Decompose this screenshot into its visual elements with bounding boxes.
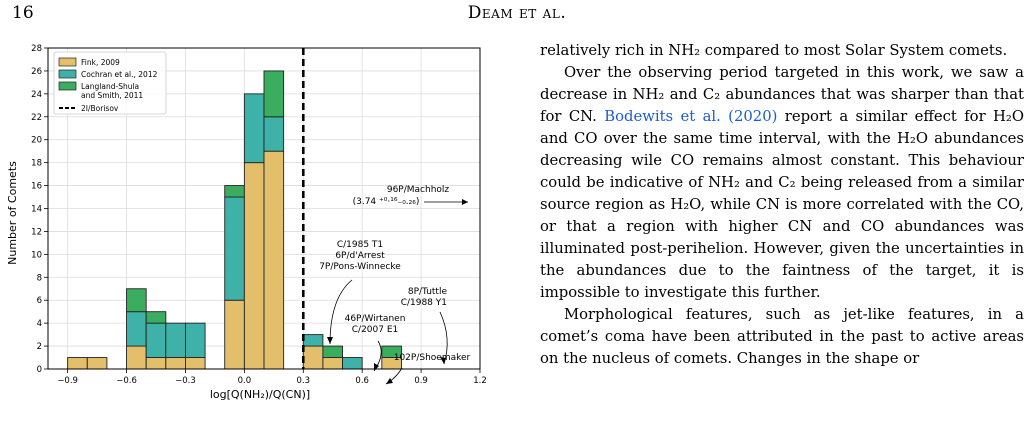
annotation-arrowhead xyxy=(462,199,468,205)
body-text: relatively rich in NH₂ compared to most … xyxy=(540,40,1024,370)
annotation-shoemaker: 102P/Shoemaker xyxy=(394,353,471,363)
annotation-arrowhead xyxy=(374,363,379,371)
paragraph-2: Over the observing period targeted in th… xyxy=(540,64,1024,301)
y-tick-label: 10 xyxy=(31,250,42,260)
legend-label: Fink, 2009 xyxy=(81,58,120,67)
annotation-machholz: 96P/Machholz xyxy=(387,185,450,195)
annotation-group-2: C/1988 Y1 xyxy=(401,298,447,308)
annotation-machholz-value: (3.74 ⁺⁰·¹⁶₋₀.₂₆) xyxy=(353,197,420,207)
x-tick-label: −0.6 xyxy=(116,376,137,386)
bar-series-2 xyxy=(185,322,206,358)
legend-label: 2I/Borisov xyxy=(81,104,119,113)
y-tick-label: 24 xyxy=(31,90,42,100)
y-axis-label: Number of Comets xyxy=(6,161,19,265)
x-axis-label: log[Q(NH₂)/Q(CN)] xyxy=(210,388,310,401)
annotation-arrowhead xyxy=(386,378,393,384)
annotation-arrowhead xyxy=(327,337,333,344)
bar-series-1 xyxy=(263,150,285,370)
x-tick-label: −0.9 xyxy=(57,376,78,386)
annotation-group-2: 8P/Tuttle xyxy=(408,287,448,297)
y-tick-label: 18 xyxy=(31,159,42,169)
y-tick-label: 8 xyxy=(37,273,42,283)
paragraph-3: Morphological features, such as jet-like… xyxy=(540,306,1024,367)
bar-series-2 xyxy=(165,322,186,358)
bar-series-1 xyxy=(185,357,206,370)
bar-series-3 xyxy=(322,345,343,358)
bar-series-1 xyxy=(224,299,245,370)
y-tick-label: 0 xyxy=(37,365,42,375)
bar-series-1 xyxy=(67,357,88,370)
x-tick-label: 0.9 xyxy=(414,376,428,386)
annotations: 96P/Machholz (3.74 ⁺⁰·¹⁶₋₀.₂₆) C/1985 T16P… xyxy=(319,185,471,385)
bar-series-2 xyxy=(224,196,245,301)
legend-swatch xyxy=(58,57,77,67)
legend-swatch xyxy=(58,69,77,79)
annotation-arrow xyxy=(329,279,353,345)
legend-label: Cochran et al., 2012 xyxy=(81,70,158,79)
annotation-group-1: 6P/d'Arrest xyxy=(335,251,385,261)
x-tick-label: 0.6 xyxy=(355,376,369,386)
bar-series-3 xyxy=(263,70,285,118)
y-tick-label: 2 xyxy=(37,342,42,352)
y-tick-label: 4 xyxy=(37,319,42,329)
y-tick-label: 26 xyxy=(31,67,42,77)
histogram-bars xyxy=(67,70,402,370)
legend-box xyxy=(53,51,167,115)
x-tick-label: −0.3 xyxy=(175,376,196,386)
bar-series-1 xyxy=(126,345,147,370)
y-tick-label: 20 xyxy=(31,136,42,146)
y-tick-label: 14 xyxy=(31,205,42,215)
x-tick-label: 0.0 xyxy=(238,376,252,386)
annotation-group-1: C/1985 T1 xyxy=(337,240,383,250)
bar-series-2 xyxy=(263,116,285,152)
y-tick-label: 16 xyxy=(31,182,42,192)
bar-series-2 xyxy=(342,357,363,370)
bar-series-1 xyxy=(145,357,167,370)
bar-series-2 xyxy=(126,311,147,347)
legend: Fink, 2009 Cochran et al., 2012 Langland-S… xyxy=(53,51,167,115)
citation-link[interactable]: Bodewits et al. (2020) xyxy=(604,108,778,125)
bar-series-3 xyxy=(381,345,402,358)
y-tick-label: 6 xyxy=(37,296,42,306)
bar-series-1 xyxy=(86,357,108,370)
bar-series-3 xyxy=(145,311,167,324)
annotation-group-3: C/2007 E1 xyxy=(352,325,399,335)
x-tick-label: 0.3 xyxy=(297,376,311,386)
bar-series-2 xyxy=(243,93,265,164)
bar-series-1 xyxy=(322,357,343,370)
bar-series-1 xyxy=(165,357,186,370)
bar-series-2 xyxy=(302,334,324,347)
page-number: 16 xyxy=(12,3,34,23)
bar-series-2 xyxy=(145,322,167,358)
y-tick-label: 28 xyxy=(31,44,42,54)
running-title: Deam et al. xyxy=(467,3,567,23)
annotation-group-1: 7P/Pons-Winnecke xyxy=(319,262,401,272)
y-tick-label: 12 xyxy=(31,227,42,237)
bar-series-1 xyxy=(243,162,265,370)
bar-series-3 xyxy=(126,288,147,313)
bar-series-1 xyxy=(302,345,324,370)
paragraph-1: relatively rich in NH₂ compared to most … xyxy=(540,42,1008,59)
bar-series-3 xyxy=(224,185,245,198)
legend-label: Langland-Shula xyxy=(81,82,139,91)
y-tick-label: 22 xyxy=(31,113,42,123)
annotation-arrowhead xyxy=(440,357,446,364)
annotation-group-3: 46P/Wirtanen xyxy=(345,314,406,324)
x-tick-label: 1.2 xyxy=(473,376,487,386)
legend-swatch xyxy=(58,81,77,91)
legend-label: and Smith, 2011 xyxy=(81,91,143,100)
